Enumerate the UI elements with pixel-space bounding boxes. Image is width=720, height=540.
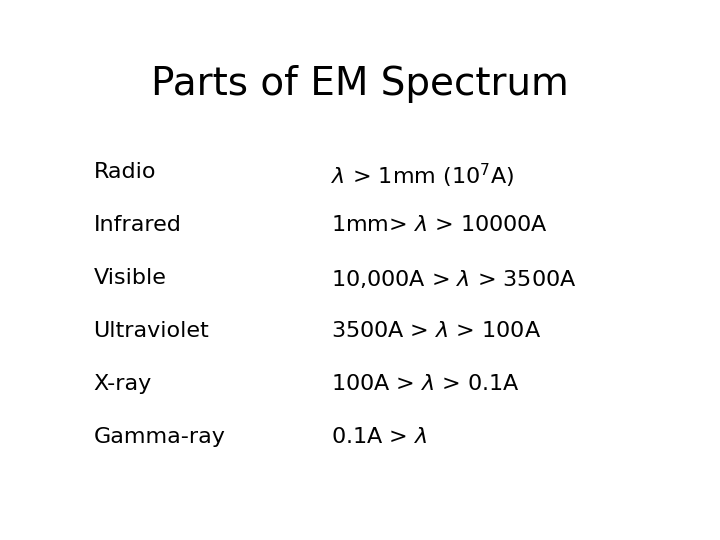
Text: 0.1A > $\lambda$: 0.1A > $\lambda$ — [331, 427, 428, 447]
Text: Radio: Radio — [94, 162, 156, 182]
Text: Visible: Visible — [94, 268, 166, 288]
Text: Parts of EM Spectrum: Parts of EM Spectrum — [151, 65, 569, 103]
Text: Gamma-ray: Gamma-ray — [94, 427, 225, 447]
Text: X-ray: X-ray — [94, 374, 152, 394]
Text: Infrared: Infrared — [94, 215, 181, 235]
Text: $\lambda$ > 1mm (10$^7$A): $\lambda$ > 1mm (10$^7$A) — [331, 162, 514, 190]
Text: 100A > $\lambda$ > 0.1A: 100A > $\lambda$ > 0.1A — [331, 374, 520, 394]
Text: 1mm> $\lambda$ > 10000A: 1mm> $\lambda$ > 10000A — [331, 215, 548, 235]
Text: 3500A > $\lambda$ > 100A: 3500A > $\lambda$ > 100A — [331, 321, 541, 341]
Text: 10,000A > $\lambda$ > 3500A: 10,000A > $\lambda$ > 3500A — [331, 268, 577, 290]
Text: Ultraviolet: Ultraviolet — [94, 321, 210, 341]
